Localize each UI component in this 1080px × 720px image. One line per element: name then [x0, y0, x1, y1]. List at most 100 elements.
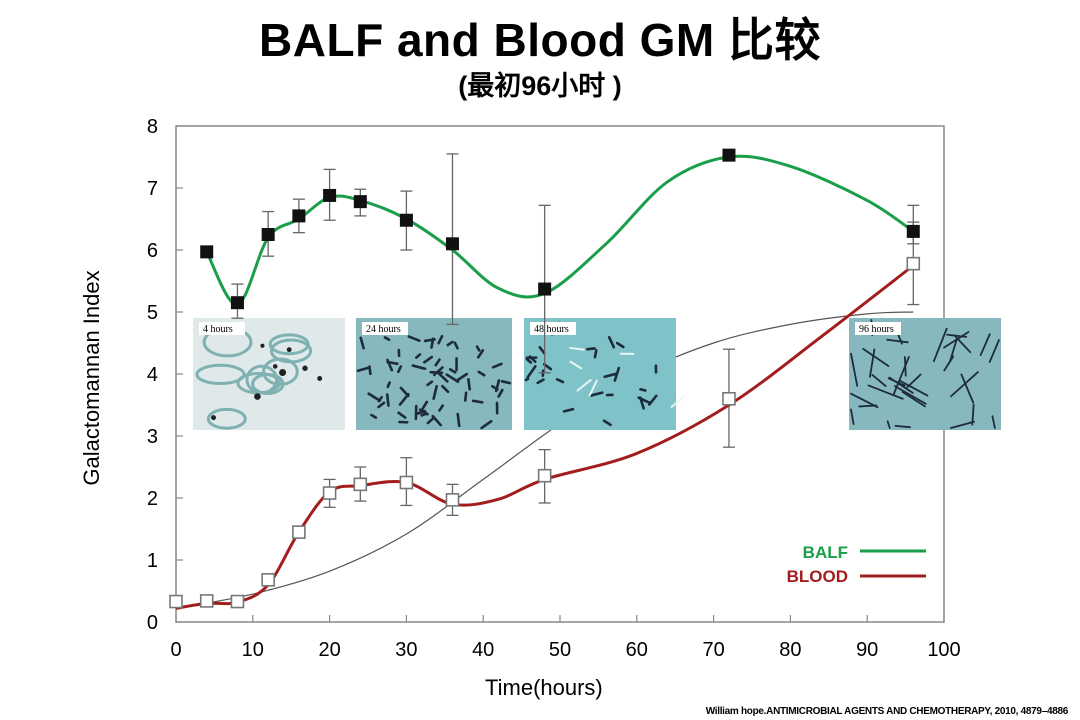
inset-background	[524, 318, 676, 430]
blood-data-point	[230, 594, 245, 609]
blood-data-point	[906, 256, 921, 271]
balf-fit-curve	[205, 154, 915, 307]
inset-fungal-mark	[397, 411, 407, 419]
inset-fungal-mark	[887, 377, 906, 387]
axis-ticks: 0 10 20 30 40 50 60 70 80 90 100 0 1 2 3 4 5 6 7 8	[147, 116, 961, 661]
inset-tissue-mark	[569, 360, 583, 370]
inset-fungal-mark	[988, 339, 1000, 363]
inset-fungal-mark	[542, 362, 553, 371]
inset-label: 24 hours	[366, 324, 401, 335]
x-tick-label: 60	[626, 639, 648, 661]
legend-balf-label: BALF	[803, 543, 848, 562]
inset-fungal-mark	[858, 404, 878, 408]
inset-fungal-mark	[603, 372, 618, 379]
inset-fungal-mark	[356, 366, 369, 373]
inset-fungal-mark	[862, 347, 890, 367]
inset-fungal-mark	[991, 415, 996, 429]
inset-fungal-mark	[949, 337, 958, 363]
x-tick-label: 80	[779, 639, 801, 661]
inset-fungal-mark	[894, 424, 911, 429]
x-tick-label: 50	[549, 639, 571, 661]
inset-fungal-mark	[871, 373, 887, 387]
inset-fungal-mark	[433, 366, 444, 377]
inset-fungal-mark	[407, 335, 421, 342]
inset-fungal-mark	[892, 356, 910, 395]
inset-fungal-mark	[562, 407, 575, 413]
inset-fungal-mark	[607, 336, 616, 349]
inset-label: 96 hours	[859, 324, 894, 335]
inset-tissue-mark	[588, 379, 599, 397]
inset-label-box	[362, 322, 408, 335]
blood-data-point	[261, 573, 275, 587]
y-tick-label: 3	[147, 426, 158, 448]
inset-fungal-mark	[491, 362, 503, 369]
inset-fungal-mark	[423, 338, 436, 343]
inset-fungal-mark	[383, 336, 391, 342]
blood-series-layer	[169, 221, 921, 610]
inset-image: 24 hours	[356, 318, 512, 430]
inset-fungal-mark	[386, 381, 391, 389]
inset-fungal-mark	[359, 336, 365, 350]
inset-fungal-mark	[456, 372, 469, 382]
inset-fungal-mark	[441, 384, 450, 394]
blood-data-point	[537, 468, 552, 483]
inset-image: 48 hours	[524, 318, 685, 430]
inset-fungal-mark	[943, 355, 955, 372]
inset-fungal-mark	[456, 412, 461, 428]
balf-data-point	[906, 224, 920, 238]
y-tick-label: 0	[147, 612, 158, 634]
balf-series-layer	[200, 148, 920, 374]
blood-data-point	[322, 486, 337, 500]
inset-fungal-mark	[526, 365, 537, 379]
balf-data-point	[200, 245, 214, 259]
inset-fungal-mark	[647, 394, 658, 406]
inset-images-layer: 4 hours 24 hours 48 hours 96 hours	[193, 318, 1001, 430]
inset-fungal-mark	[437, 334, 444, 345]
inset-fungal-mark	[377, 401, 386, 409]
inset-fungal-mark	[426, 416, 436, 425]
inset-fungal-mark	[431, 414, 442, 427]
inset-fungal-mark	[960, 373, 975, 404]
inset-fungal-mark	[477, 370, 486, 377]
inset-fungal-mark	[593, 349, 598, 359]
inset-fungal-mark	[555, 377, 565, 384]
inset-fungal-mark	[615, 341, 625, 349]
inset-fungal-mark	[500, 380, 512, 385]
inset-fungal-mark	[436, 371, 449, 383]
inset-fungal-mark	[418, 400, 429, 415]
inset-fungal-mark	[886, 338, 909, 344]
inset-fungal-mark	[867, 384, 904, 400]
inset-fungal-mark	[497, 388, 504, 398]
inset-fungal-mark	[434, 358, 441, 367]
inset-fungal-mark	[302, 365, 308, 371]
x-tick-label: 0	[170, 639, 181, 661]
inset-label: 4 hours	[203, 324, 233, 335]
inset-fungal-mark	[946, 333, 968, 338]
inset-fungal-mark	[453, 341, 459, 350]
inset-fungal-mark	[850, 352, 859, 387]
inset-fungal-mark	[886, 420, 891, 429]
y-tick-label: 8	[147, 116, 158, 138]
balf-data-point	[722, 148, 736, 162]
balf-data-point	[399, 213, 413, 227]
x-tick-label: 100	[927, 639, 960, 661]
inset-tissue-mark	[576, 378, 592, 392]
inset-fungal-mark	[480, 419, 493, 430]
chart-title: BALF and Blood GM 比较	[259, 14, 821, 66]
inset-fungal-mark	[525, 357, 533, 364]
inset-label-box	[855, 322, 901, 335]
y-axis-label: Galactomannan Index	[79, 270, 104, 486]
x-tick-label: 40	[472, 639, 494, 661]
blood-data-point	[169, 594, 183, 609]
balf-data-point	[323, 188, 337, 202]
x-axis-label: Time(hours)	[485, 675, 603, 700]
inset-tissue-mark	[206, 407, 247, 430]
inset-tissue-mark	[236, 371, 281, 395]
inset-fungal-mark	[386, 360, 399, 366]
inset-fungal-mark	[426, 380, 434, 387]
inset-fungal-mark	[869, 348, 876, 378]
blood-data-point	[353, 477, 368, 492]
inset-fungal-mark	[476, 349, 485, 359]
inset-fungal-mark	[602, 419, 612, 427]
